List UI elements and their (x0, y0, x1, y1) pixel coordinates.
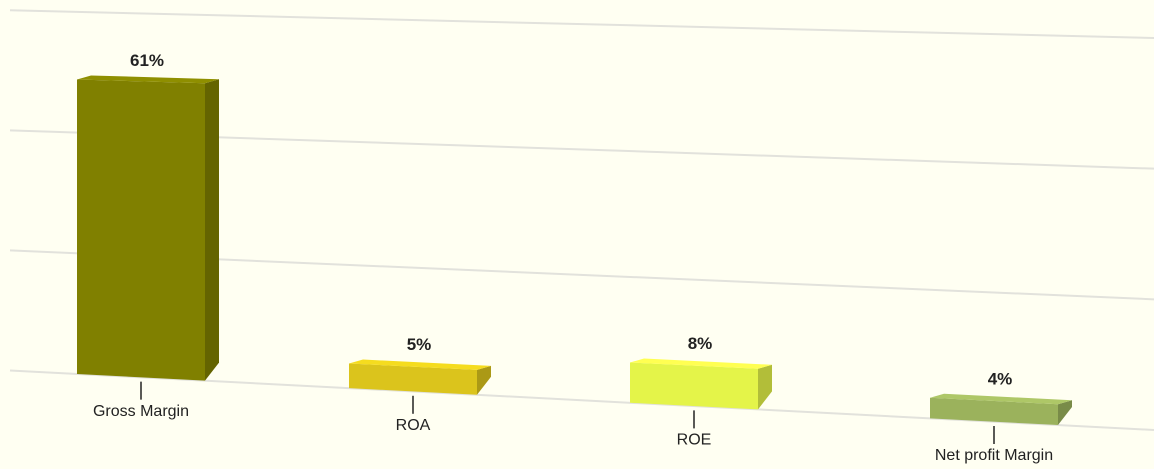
value-label: 4% (988, 369, 1013, 388)
bar-front (349, 363, 477, 395)
bar-front (77, 79, 205, 381)
bar-side (1058, 400, 1072, 426)
x-tick-label: ROA (396, 417, 431, 434)
bar-front (630, 362, 758, 410)
bar-side (758, 364, 772, 410)
value-label: 61% (130, 51, 164, 70)
grid-line (9, 369, 1154, 431)
bar-top (77, 75, 219, 84)
x-tick-label: Net profit Margin (935, 447, 1053, 464)
grid-line (9, 9, 1154, 39)
value-label: 8% (688, 334, 713, 353)
x-tick-label: Gross Margin (93, 403, 189, 420)
bar-side (477, 365, 491, 395)
bar-top (930, 393, 1072, 405)
bar-front (930, 397, 1058, 426)
bar-top (630, 358, 772, 369)
bar-side (205, 79, 219, 381)
bar-top (349, 359, 491, 370)
value-label: 5% (407, 335, 432, 354)
x-tick-label: ROE (677, 432, 712, 449)
